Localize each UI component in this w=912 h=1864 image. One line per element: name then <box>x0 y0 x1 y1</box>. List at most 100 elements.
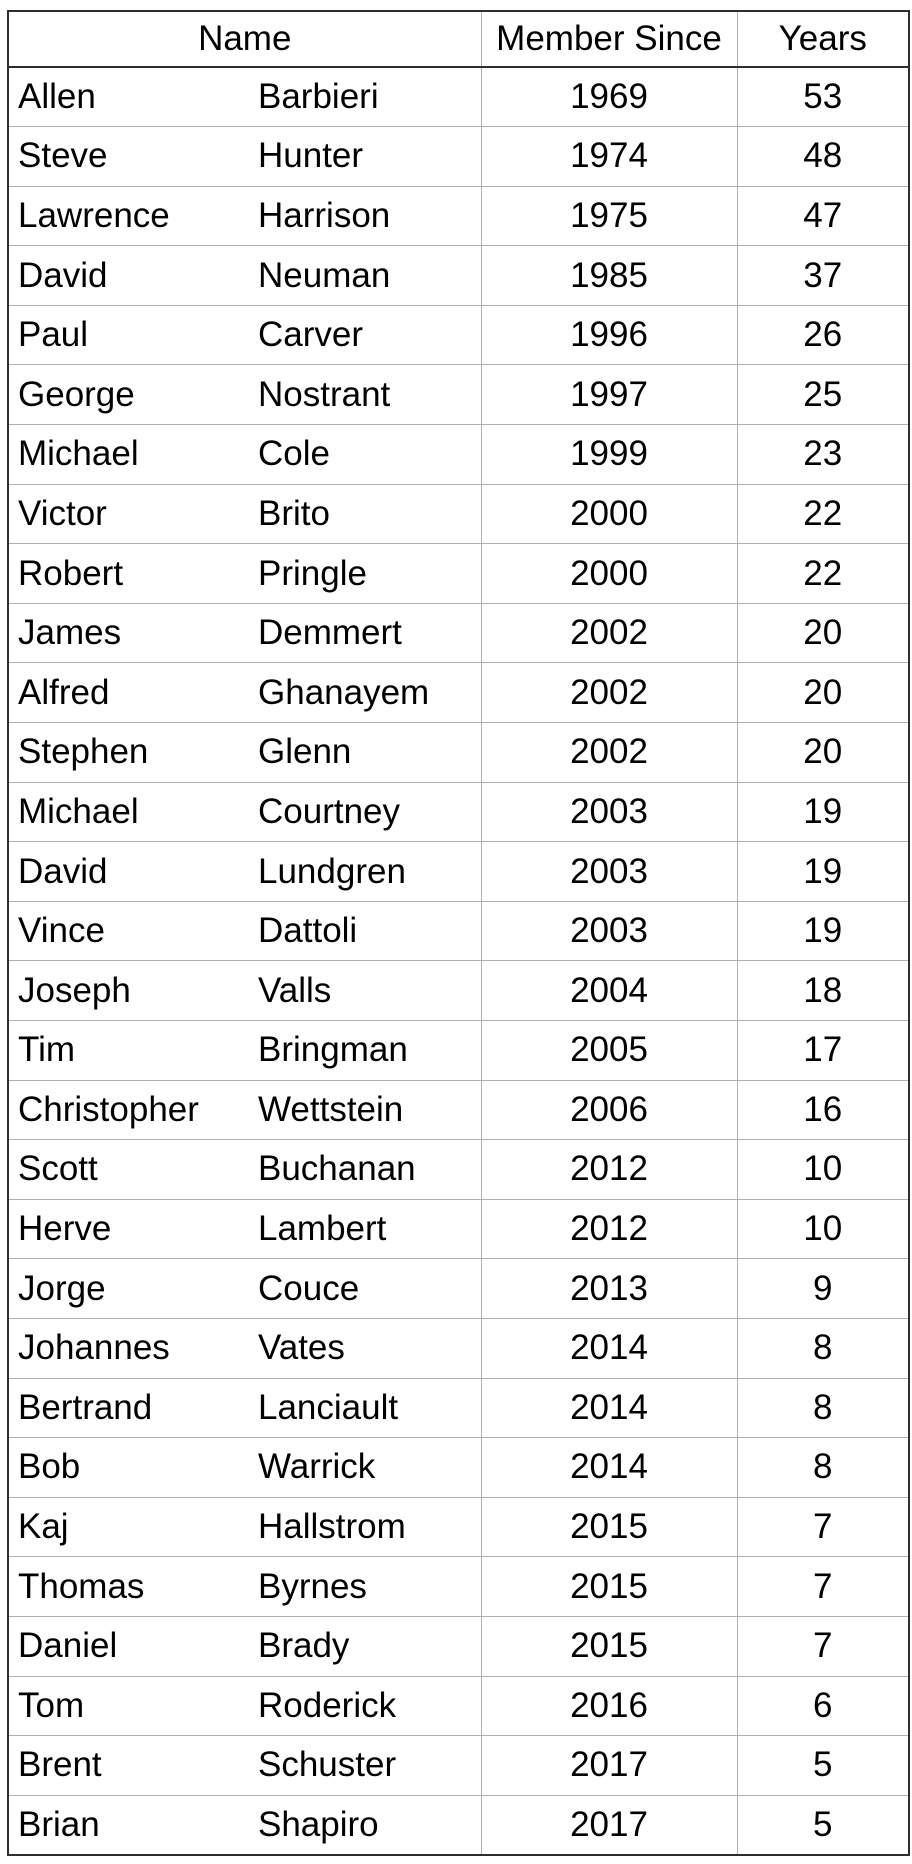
first-name-cell: Kaj <box>8 1496 251 1557</box>
table-row: Bob Warrick 2014 8 <box>8 1437 909 1498</box>
last-name-cell: Roderick <box>251 1675 481 1736</box>
member-since-cell: 2014 <box>480 1437 737 1498</box>
years-cell: 20 <box>736 722 909 783</box>
last-name-cell: Vates <box>251 1317 481 1379</box>
table-row: Jorge Couce 2013 9 <box>8 1258 909 1319</box>
member-since-cell: 2015 <box>480 1556 737 1617</box>
years-cell: 19 <box>736 900 909 961</box>
member-since-cell: 2000 <box>480 483 737 544</box>
years-cell: 20 <box>736 662 909 723</box>
first-name-cell: Brian <box>8 1794 251 1855</box>
table-row: Victor Brito 2000 22 <box>8 483 909 544</box>
years-cell: 5 <box>736 1735 909 1796</box>
years-cell: 17 <box>736 1020 909 1081</box>
first-name-cell: Michael <box>8 424 251 485</box>
first-name-cell: Victor <box>8 483 251 544</box>
table-row: Allen Barbieri 1969 53 <box>8 67 909 127</box>
first-name-cell: Herve <box>8 1198 251 1259</box>
years-cell: 18 <box>736 960 909 1021</box>
first-name-cell: Steve <box>8 126 251 187</box>
member-since-cell: 2017 <box>480 1794 737 1855</box>
member-since-cell: 2002 <box>480 722 737 783</box>
last-name-cell: Neuman <box>251 245 481 306</box>
years-cell: 16 <box>736 1079 909 1140</box>
member-since-cell: 1997 <box>480 364 737 425</box>
header-years: Years <box>736 11 909 68</box>
years-cell: 7 <box>736 1556 909 1617</box>
years-cell: 19 <box>736 841 909 902</box>
table-header: Name Member Since Years <box>8 11 909 68</box>
last-name-cell: Schuster <box>251 1735 481 1796</box>
first-name-cell: Tom <box>8 1675 251 1736</box>
last-name-cell: Cole <box>251 424 481 485</box>
member-since-cell: 1996 <box>480 304 737 365</box>
header-name: Name <box>8 11 481 68</box>
first-name-cell: Johannes <box>8 1317 251 1379</box>
member-since-cell: 2003 <box>480 841 737 902</box>
table-row: Johannes Vates 2014 8 <box>8 1317 909 1379</box>
years-cell: 26 <box>736 304 909 365</box>
years-cell: 22 <box>736 543 909 604</box>
years-cell: 7 <box>736 1615 909 1677</box>
table-row: Tim Bringman 2005 17 <box>8 1020 909 1081</box>
table-row: Michael Courtney 2003 19 <box>8 781 909 842</box>
years-cell: 8 <box>736 1317 909 1379</box>
last-name-cell: Byrnes <box>251 1556 481 1617</box>
member-since-cell: 2015 <box>480 1615 737 1677</box>
years-cell: 10 <box>736 1198 909 1259</box>
member-since-cell: 1975 <box>480 185 737 246</box>
first-name-cell: Christopher <box>8 1079 251 1140</box>
first-name-cell: Scott <box>8 1139 251 1200</box>
years-cell: 9 <box>736 1258 909 1319</box>
first-name-cell: Daniel <box>8 1615 251 1677</box>
years-cell: 5 <box>736 1794 909 1855</box>
last-name-cell: Couce <box>251 1258 481 1319</box>
member-since-cell: 2014 <box>480 1317 737 1379</box>
first-name-cell: Thomas <box>8 1556 251 1617</box>
last-name-cell: Carver <box>251 304 481 365</box>
last-name-cell: Dattoli <box>251 900 481 961</box>
last-name-cell: Hallstrom <box>251 1496 481 1557</box>
table-row: Robert Pringle 2000 22 <box>8 543 909 604</box>
table-row: Tom Roderick 2016 6 <box>8 1675 909 1736</box>
first-name-cell: Bob <box>8 1437 251 1498</box>
member-since-cell: 2006 <box>480 1079 737 1140</box>
member-since-cell: 2017 <box>480 1735 737 1796</box>
table-row: Steve Hunter 1974 48 <box>8 126 909 187</box>
years-cell: 20 <box>736 602 909 663</box>
years-cell: 8 <box>736 1437 909 1498</box>
last-name-cell: Hunter <box>251 126 481 187</box>
last-name-cell: Bringman <box>251 1020 481 1081</box>
table-row: Michael Cole 1999 23 <box>8 424 909 485</box>
years-cell: 25 <box>736 364 909 425</box>
first-name-cell: Bertrand <box>8 1377 251 1438</box>
table-row: Joseph Valls 2004 18 <box>8 960 909 1021</box>
table-body: Allen Barbieri 1969 53 Steve Hunter 1974… <box>8 67 909 1855</box>
first-name-cell: David <box>8 245 251 306</box>
last-name-cell: Brito <box>251 483 481 544</box>
member-since-cell: 2014 <box>480 1377 737 1438</box>
members-table: Name Member Since Years Allen Barbieri 1… <box>7 10 910 1856</box>
years-cell: 19 <box>736 781 909 842</box>
table-row: Christopher Wettstein 2006 16 <box>8 1079 909 1140</box>
first-name-cell: George <box>8 364 251 425</box>
table-row: Daniel Brady 2015 7 <box>8 1615 909 1677</box>
last-name-cell: Demmert <box>251 602 481 663</box>
first-name-cell: Tim <box>8 1020 251 1081</box>
years-cell: 47 <box>736 185 909 246</box>
member-since-cell: 2003 <box>480 781 737 842</box>
years-cell: 10 <box>736 1139 909 1200</box>
years-cell: 23 <box>736 424 909 485</box>
years-cell: 48 <box>736 126 909 187</box>
header-member-since: Member Since <box>480 11 737 68</box>
table-row: George Nostrant 1997 25 <box>8 364 909 425</box>
first-name-cell: Brent <box>8 1735 251 1796</box>
years-cell: 53 <box>736 67 909 127</box>
last-name-cell: Nostrant <box>251 364 481 425</box>
first-name-cell: Lawrence <box>8 185 251 246</box>
years-cell: 6 <box>736 1675 909 1736</box>
years-cell: 22 <box>736 483 909 544</box>
last-name-cell: Warrick <box>251 1437 481 1498</box>
member-since-cell: 2004 <box>480 960 737 1021</box>
first-name-cell: Stephen <box>8 722 251 783</box>
